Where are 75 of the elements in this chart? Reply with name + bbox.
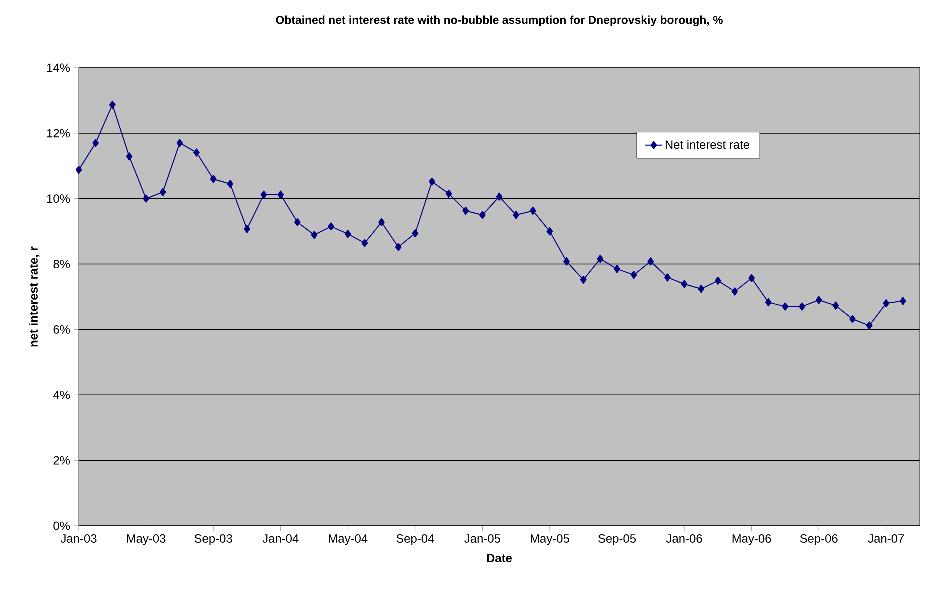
point xyxy=(614,265,620,274)
point xyxy=(378,218,385,227)
y-tick-label: 10% xyxy=(47,194,70,204)
x-tick-label: Sep-03 xyxy=(194,534,232,546)
x-tick-label: May-04 xyxy=(329,534,368,546)
point xyxy=(564,258,570,266)
point xyxy=(194,148,200,157)
point xyxy=(412,229,419,238)
point xyxy=(244,225,250,234)
y-tick-label: 12% xyxy=(47,129,70,138)
point xyxy=(698,285,705,294)
point xyxy=(227,180,234,188)
point xyxy=(362,239,368,248)
point xyxy=(395,243,402,252)
point xyxy=(832,302,840,310)
x-axis-title: Date xyxy=(487,554,512,563)
x-tick-label: May-06 xyxy=(732,534,772,546)
point xyxy=(76,166,82,174)
point xyxy=(850,315,856,324)
x-tick-label: Sep-04 xyxy=(396,534,434,546)
point xyxy=(900,297,906,306)
x-tick-label: Jan-06 xyxy=(666,534,702,543)
point xyxy=(143,194,150,203)
point xyxy=(294,218,301,227)
y-axis-title: net interest rate, r xyxy=(29,246,40,347)
point xyxy=(530,206,536,216)
x-tick-label: Jan-07 xyxy=(868,534,904,543)
point xyxy=(344,230,352,238)
point xyxy=(496,192,503,201)
x-tick-label: Sep-05 xyxy=(598,534,636,546)
point xyxy=(328,222,335,231)
x-tick-label: May-05 xyxy=(531,534,570,546)
point xyxy=(513,211,520,220)
point xyxy=(866,322,873,330)
point xyxy=(311,231,318,240)
point xyxy=(210,175,217,184)
x-tick-label: Jan-03 xyxy=(60,534,97,543)
point xyxy=(883,299,890,308)
point xyxy=(732,288,738,296)
point xyxy=(630,270,638,280)
point xyxy=(748,274,756,282)
x-tick-label: Jan-05 xyxy=(464,534,500,543)
point xyxy=(176,139,184,148)
point xyxy=(546,227,554,236)
point xyxy=(92,139,100,148)
y-tick-label: 2% xyxy=(54,456,70,465)
y-tick-label: 8% xyxy=(54,260,70,269)
point xyxy=(479,211,486,220)
point xyxy=(714,276,722,286)
point xyxy=(278,190,284,200)
y-tick-label: 0% xyxy=(54,522,70,530)
y-tick-label: 4% xyxy=(53,390,70,400)
point xyxy=(429,178,436,186)
point xyxy=(126,152,133,161)
x-tick-label: May-03 xyxy=(127,534,166,546)
x-tick-label: Sep-06 xyxy=(800,534,838,546)
point xyxy=(799,302,806,311)
point xyxy=(446,190,452,198)
point xyxy=(160,188,166,196)
y-tick-label: 6% xyxy=(54,325,70,334)
legend-label: Net interest rate xyxy=(666,140,750,150)
point xyxy=(109,100,116,110)
point xyxy=(597,254,604,264)
point xyxy=(681,280,688,288)
point xyxy=(816,296,822,304)
point xyxy=(765,298,772,307)
point xyxy=(260,190,268,200)
point xyxy=(462,206,470,216)
x-tick-label: Jan-04 xyxy=(262,534,299,543)
chart-title: Obtained net interest rate with no-bubble assumption for Dneprovskiy borough, % xyxy=(276,16,723,26)
point xyxy=(580,276,587,284)
point xyxy=(664,274,671,282)
point xyxy=(648,258,654,266)
point xyxy=(782,302,789,311)
y-tick-label: 14% xyxy=(47,64,70,72)
